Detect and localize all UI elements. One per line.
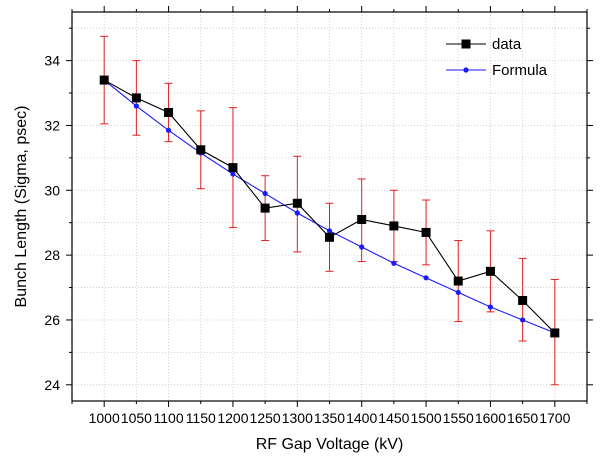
x-tick-label: 1550 <box>443 410 474 426</box>
x-axis-title: RF Gap Voltage (kV) <box>256 436 404 453</box>
y-tick-label: 24 <box>44 377 60 393</box>
formula-point <box>133 103 139 109</box>
data-point <box>357 214 367 224</box>
data-point <box>389 221 399 231</box>
formula-point <box>359 244 365 250</box>
x-tick-label: 1000 <box>89 410 120 426</box>
data-point <box>453 276 463 286</box>
x-tick-label: 1100 <box>154 410 184 426</box>
formula-point <box>520 317 526 323</box>
formula-point <box>455 289 461 296</box>
x-tick-label: 1500 <box>410 410 441 426</box>
x-tick-label: 1350 <box>314 410 345 426</box>
formula-point <box>487 304 494 310</box>
legend-label-formula: Formula <box>492 62 548 79</box>
legend: data Formula <box>446 36 548 79</box>
y-tick-label: 34 <box>44 53 60 69</box>
legend-marker-data <box>461 39 471 49</box>
data-point <box>196 145 206 155</box>
data-point <box>421 227 431 237</box>
data-point <box>485 266 495 276</box>
x-tick-label: 1200 <box>217 410 248 426</box>
axis-ticks <box>66 6 593 407</box>
formula-point <box>230 171 236 177</box>
x-tick-label: 1250 <box>250 410 281 426</box>
x-tick-label: 1150 <box>186 410 216 426</box>
x-tick-label: 1650 <box>507 410 538 426</box>
x-tick-label: 1600 <box>475 410 506 426</box>
data-point <box>228 163 238 173</box>
data-point <box>292 198 302 208</box>
y-tick-label: 26 <box>44 312 60 328</box>
data-point <box>325 232 334 242</box>
legend-marker-formula <box>463 67 469 73</box>
data-point <box>550 328 560 338</box>
x-tick-label: 1400 <box>346 410 377 426</box>
x-tick-label: 1450 <box>378 410 409 426</box>
y-tick-label: 30 <box>44 182 60 198</box>
error-bars <box>100 35 559 386</box>
x-tick-labels: 1000 1050 1100 1150 1200 1250 1300 1350 1400 1450… <box>89 410 571 426</box>
formula-point <box>391 260 397 266</box>
data-point <box>131 93 141 103</box>
y-tick-labels: 24 26 28 30 32 34 <box>44 53 60 393</box>
y-axis-title: Bunch Length (Sigma, psec) <box>13 106 30 308</box>
x-tick-label: 1050 <box>121 410 152 426</box>
formula-point <box>262 190 268 197</box>
y-tick-label: 32 <box>44 117 60 133</box>
data-point <box>164 107 174 117</box>
formula-point <box>326 228 333 234</box>
formula-point <box>294 210 300 216</box>
formula-point <box>165 127 172 133</box>
formula-point <box>423 275 429 281</box>
data-point <box>518 296 528 306</box>
x-tick-label: 1700 <box>539 410 570 426</box>
series-markers <box>99 75 560 338</box>
x-tick-label: 1300 <box>282 410 313 426</box>
data-point <box>260 203 270 213</box>
data-point <box>99 75 109 85</box>
legend-label-data: data <box>492 36 522 53</box>
y-tick-label: 28 <box>44 247 60 263</box>
